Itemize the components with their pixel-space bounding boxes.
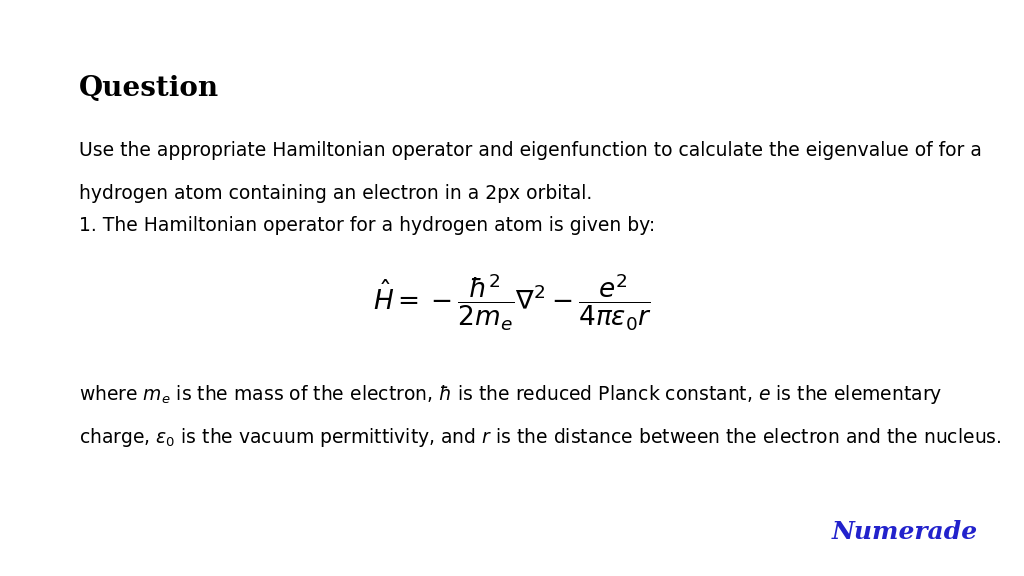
Text: 1. The Hamiltonian operator for a hydrogen atom is given by:: 1. The Hamiltonian operator for a hydrog… <box>79 216 655 235</box>
Text: Question: Question <box>79 75 219 102</box>
Text: charge, $\epsilon_0$ is the vacuum permittivity, and $r$ is the distance between: charge, $\epsilon_0$ is the vacuum permi… <box>79 426 1001 449</box>
Text: Numerade: Numerade <box>831 520 978 544</box>
Text: hydrogen atom containing an electron in a 2px orbital.: hydrogen atom containing an electron in … <box>79 184 592 203</box>
Text: $\hat{H} = -\dfrac{\hbar^2}{2m_e}\nabla^2 - \dfrac{e^2}{4\pi\epsilon_0 r}$: $\hat{H} = -\dfrac{\hbar^2}{2m_e}\nabla^… <box>373 272 651 333</box>
Text: where $m_e$ is the mass of the electron, $\hbar$ is the reduced Planck constant,: where $m_e$ is the mass of the electron,… <box>79 383 942 406</box>
Text: Use the appropriate Hamiltonian operator and eigenfunction to calculate the eige: Use the appropriate Hamiltonian operator… <box>79 141 982 160</box>
